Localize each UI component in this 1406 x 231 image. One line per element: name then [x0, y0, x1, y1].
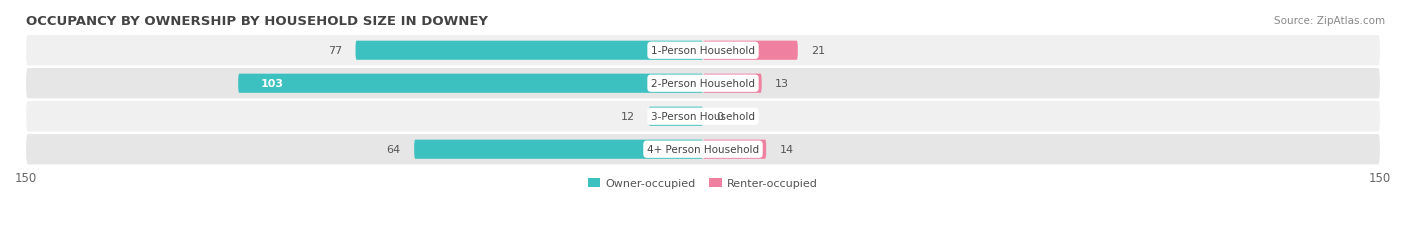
- Text: 3-Person Household: 3-Person Household: [651, 112, 755, 122]
- Text: 103: 103: [260, 79, 284, 89]
- FancyBboxPatch shape: [27, 134, 1379, 165]
- FancyBboxPatch shape: [703, 42, 797, 61]
- Text: 2-Person Household: 2-Person Household: [651, 79, 755, 89]
- Text: 12: 12: [621, 112, 636, 122]
- Legend: Owner-occupied, Renter-occupied: Owner-occupied, Renter-occupied: [583, 173, 823, 193]
- FancyBboxPatch shape: [27, 102, 1379, 132]
- Text: 14: 14: [780, 145, 794, 155]
- FancyBboxPatch shape: [27, 36, 1379, 66]
- Text: 1-Person Household: 1-Person Household: [651, 46, 755, 56]
- FancyBboxPatch shape: [648, 107, 703, 126]
- Text: 4+ Person Household: 4+ Person Household: [647, 145, 759, 155]
- Text: 64: 64: [387, 145, 401, 155]
- Text: 0: 0: [717, 112, 724, 122]
- FancyBboxPatch shape: [703, 140, 766, 159]
- FancyBboxPatch shape: [238, 74, 703, 93]
- FancyBboxPatch shape: [27, 69, 1379, 99]
- Text: OCCUPANCY BY OWNERSHIP BY HOUSEHOLD SIZE IN DOWNEY: OCCUPANCY BY OWNERSHIP BY HOUSEHOLD SIZE…: [27, 15, 488, 28]
- Text: 21: 21: [811, 46, 825, 56]
- FancyBboxPatch shape: [415, 140, 703, 159]
- Text: 77: 77: [328, 46, 342, 56]
- FancyBboxPatch shape: [356, 42, 703, 61]
- Text: Source: ZipAtlas.com: Source: ZipAtlas.com: [1274, 16, 1385, 26]
- Text: 13: 13: [775, 79, 789, 89]
- FancyBboxPatch shape: [703, 74, 762, 93]
